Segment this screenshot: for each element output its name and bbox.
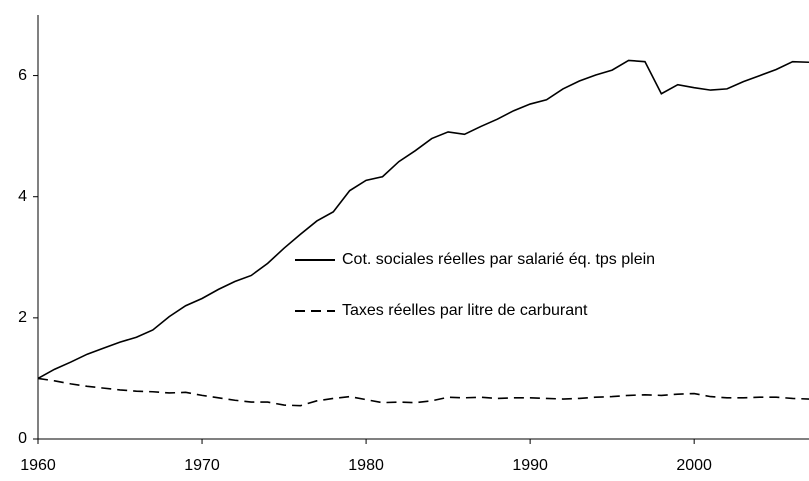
x-tick-label: 2000	[676, 457, 712, 474]
y-tick-label: 6	[18, 67, 27, 84]
x-tick-label: 1970	[184, 457, 220, 474]
x-tick-label: 1960	[20, 457, 56, 474]
y-tick-label: 4	[18, 188, 27, 205]
x-tick-label: 1980	[348, 457, 384, 474]
x-tick-label: 1990	[512, 457, 548, 474]
legend-label: Cot. sociales réelles par salarié éq. tp…	[342, 251, 655, 268]
y-tick-label: 2	[18, 309, 27, 326]
y-tick-label: 0	[18, 430, 27, 447]
series-line	[37, 59, 809, 380]
series-line	[37, 377, 809, 407]
legend-label: Taxes réelles par litre de carburant	[342, 302, 588, 319]
